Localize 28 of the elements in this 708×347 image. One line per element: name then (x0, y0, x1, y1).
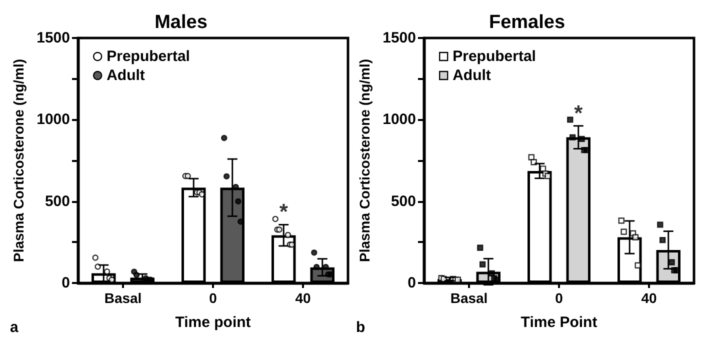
x-tick-label: Basal (104, 290, 142, 306)
legend-label: Prepubertal (452, 48, 536, 65)
legend-label: Adult (106, 67, 145, 84)
y-tick-label: 500 (44, 192, 70, 210)
y-tick-label: 0 (62, 274, 70, 292)
x-tick-label: 40 (295, 290, 311, 306)
y-tick-label: 1500 (36, 30, 70, 46)
data-label: * (279, 199, 288, 224)
y-tick-label: 1000 (36, 111, 70, 128)
y-tick-label: 1000 (382, 111, 416, 128)
x-tick-label: 0 (209, 290, 218, 306)
y-tick-label: 0 (408, 274, 416, 292)
x-axis-title: Time point (175, 314, 251, 331)
x-tick-label: Basal (450, 290, 488, 306)
x-tick-label: 40 (641, 290, 657, 306)
x-tick-label: 0 (555, 290, 564, 306)
legend-label: Prepubertal (106, 48, 190, 65)
y-axis-title: Plasma Corticosterone (ng/ml) (10, 58, 27, 262)
y-tick-label: 500 (390, 192, 416, 210)
text: a (10, 319, 19, 336)
chart-title: Males (154, 12, 208, 33)
legend-label: Adult (452, 67, 491, 84)
chart-title: Females (488, 12, 566, 33)
text: b (356, 319, 366, 336)
y-axis-title: Plasma Corticosterone (ng/ml) (356, 58, 373, 262)
data-label: * (574, 100, 584, 126)
y-tick-label: 1500 (382, 30, 416, 46)
x-axis-title: Time Point (520, 314, 598, 331)
